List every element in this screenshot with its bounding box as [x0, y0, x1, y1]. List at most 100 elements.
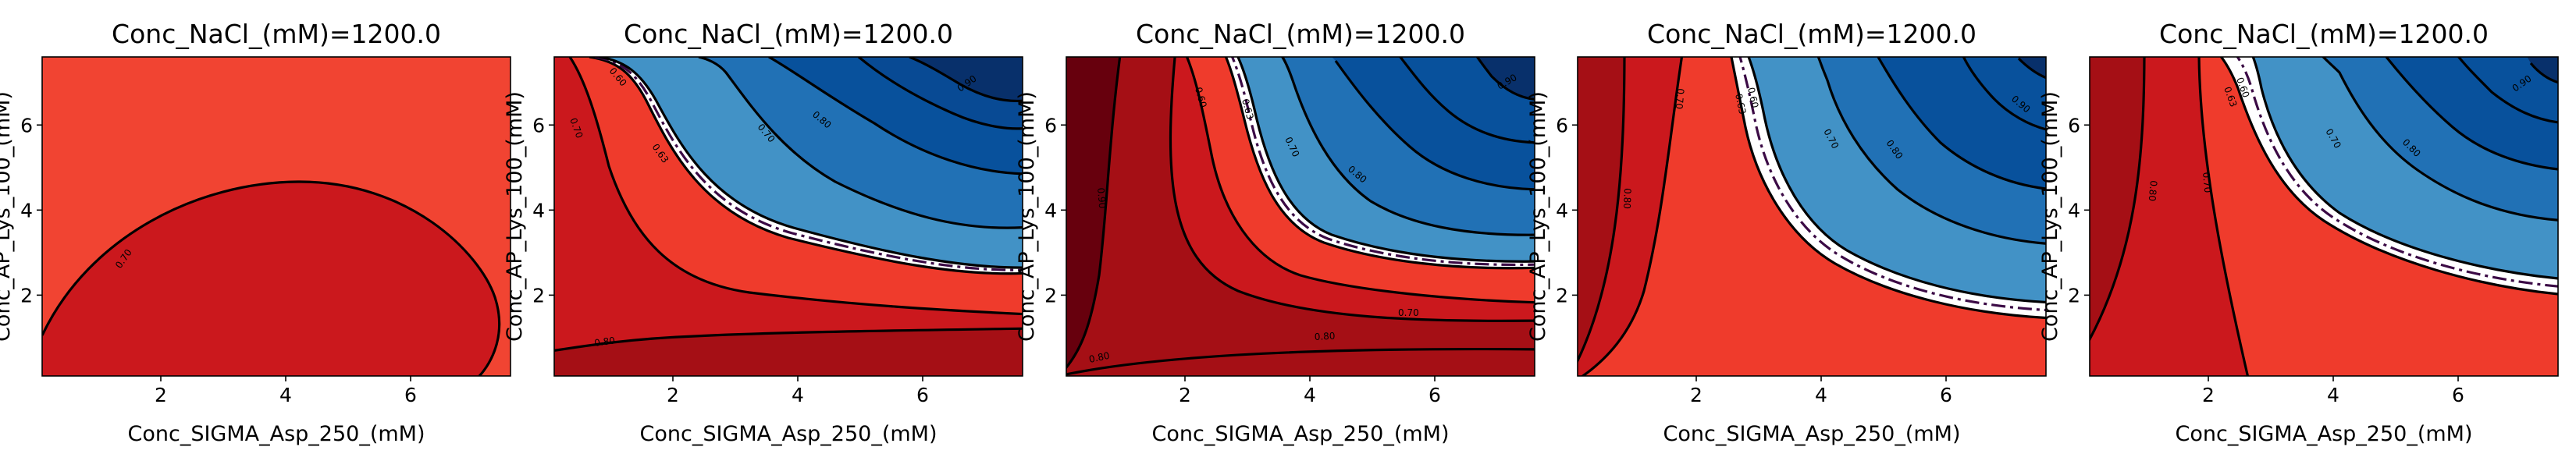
contour-line [1578, 57, 1626, 364]
contour-line [1816, 57, 2046, 245]
contour-line [1066, 347, 1535, 376]
y-tick-label: 6 [1556, 114, 1568, 136]
contour-band [1578, 57, 1624, 361]
contour-level-label: 0.70 [1398, 307, 1419, 318]
contour-level-label: 0.80 [1314, 331, 1335, 342]
x-tick-label: 6 [2452, 384, 2464, 406]
contour-line [909, 57, 1023, 103]
contour-line [1877, 57, 2046, 190]
y-axis-label: Conc_AP_Lys_100_(mM) [1015, 91, 1039, 342]
y-tick-label: 2 [532, 284, 545, 307]
y-tick-label: 2 [20, 284, 33, 307]
y-tick-label: 2 [1044, 284, 1057, 307]
contour-band [1066, 349, 1535, 376]
contour-level-label: 0.63 [1240, 98, 1255, 120]
contour-line-dashdot [1738, 57, 2046, 312]
contour-level-label: 0.80 [1621, 188, 1633, 209]
contour-line [1066, 57, 1122, 370]
subplot-4: 0.80 0.70 0.63 0.60 0.70 0.80 0.90 [1577, 56, 2047, 377]
contour-line [1580, 57, 1684, 376]
y-axis-label: Conc_AP_Lys_100_(mM) [503, 91, 527, 342]
y-tick-label: 6 [2068, 114, 2080, 136]
x-tick-label: 2 [667, 384, 679, 406]
contour-line-dashdot [594, 57, 1023, 271]
contour-line [599, 57, 1023, 269]
contour-line [1334, 60, 1535, 191]
contour-line [2251, 57, 2558, 280]
contour-line [2090, 57, 2146, 342]
x-tick-label: 4 [1815, 384, 1827, 406]
contour-line [1475, 57, 1535, 101]
contour-line [1169, 57, 1535, 322]
subplot-2: 0.80 0.70 0.60 0.63 0.70 0.80 0.90 [553, 56, 1023, 377]
contour-band [2090, 57, 2248, 376]
contour-level-label: 0.70 [1674, 88, 1686, 110]
contour-level-label: 0.80 [1088, 350, 1111, 365]
contour-band [1963, 57, 2046, 129]
contour-level-label: 0.80 [2147, 180, 2159, 202]
contour-band [2017, 57, 2046, 78]
plot-frame [1577, 56, 2047, 377]
contour-line [1185, 57, 1535, 304]
x-axis-label: Conc_SIGMA_Asp_250_(mM) [1152, 422, 1450, 446]
plot-frame [41, 56, 511, 377]
y-axis-label: Conc_AP_Lys_100_(mM) [2038, 91, 2062, 342]
contour-level-label: 0.70 [2201, 172, 2213, 193]
chart-title: Conc_NaCl_(mM)=1200.0 [624, 19, 953, 49]
contour-line [1280, 57, 1535, 236]
y-tick-label: 4 [20, 199, 33, 222]
contour-line-dashdot [1230, 57, 1535, 267]
x-tick-label: 4 [1304, 384, 1316, 406]
contour-line [1747, 57, 2046, 304]
contour-line [1398, 57, 1535, 144]
y-tick-label: 2 [2068, 284, 2080, 307]
subplot-3: 0.80 0.90 0.80 0.70 0.60 0.63 0.70 0.80 … [1066, 56, 1535, 377]
x-tick-label: 6 [404, 384, 417, 406]
contour-band [2458, 57, 2558, 122]
contour-level-label: 0.60 [1745, 87, 1760, 109]
contour-line [1962, 57, 2046, 131]
contour-level-label: 0.63 [1733, 93, 1748, 115]
y-axis-label: Conc_AP_Lys_100_(mM) [0, 91, 15, 342]
contour-line [2529, 62, 2558, 84]
y-tick-label: 2 [1556, 284, 1568, 307]
x-tick-label: 4 [2327, 384, 2339, 406]
contour-line [589, 57, 1023, 275]
y-tick-label: 6 [1044, 114, 1057, 136]
chart-title: Conc_NaCl_(mM)=1200.0 [112, 19, 441, 49]
subplot-5: 0.80 0.70 0.63 0.60 0.70 0.80 0.90 [2089, 56, 2559, 377]
contour-line [698, 57, 1023, 229]
contour-band [2090, 57, 2144, 339]
contour-band [1066, 57, 1120, 367]
contour-line [42, 180, 501, 376]
chart-title: Conc_NaCl_(mM)=1200.0 [1136, 19, 1465, 49]
axes-decorations: Conc_NaCl_(mM)=1200.0 2 4 6 2 4 6 Conc_SIGMA_As… [0, 19, 2489, 446]
contour-line [1224, 57, 1535, 270]
chart-title: Conc_NaCl_(mM)=1200.0 [1647, 19, 1976, 49]
contour-line [554, 327, 1023, 353]
x-tick-label: 2 [2202, 384, 2215, 406]
subplot-1: 0.70 [41, 56, 511, 377]
y-axis-label: Conc_AP_Lys_100_(mM) [1526, 91, 1550, 342]
contour-band [1578, 57, 1682, 376]
contour-line [2457, 57, 2558, 124]
contour-band [2527, 57, 2558, 83]
contour-line [1730, 57, 2046, 320]
contour-band [909, 57, 1023, 101]
contour-level-label: 0.60 [1193, 86, 1208, 108]
y-tick-label: 6 [20, 114, 33, 136]
contour-line [2219, 57, 2558, 296]
contour-line [2321, 57, 2558, 222]
contour-level-label: 0.80 [593, 335, 615, 349]
contour-line [2017, 57, 2046, 80]
x-tick-label: 2 [1179, 384, 1191, 406]
chart-title: Conc_NaCl_(mM)=1200.0 [2159, 19, 2489, 49]
contour-line [857, 57, 1023, 130]
contour-line [568, 57, 1023, 316]
x-tick-label: 4 [792, 384, 804, 406]
x-axis-label: Conc_SIGMA_Asp_250_(mM) [1663, 422, 1961, 446]
y-tick-label: 4 [1556, 199, 1568, 222]
x-axis-label: Conc_SIGMA_Asp_250_(mM) [2176, 422, 2473, 446]
contour-band [1477, 57, 1535, 100]
